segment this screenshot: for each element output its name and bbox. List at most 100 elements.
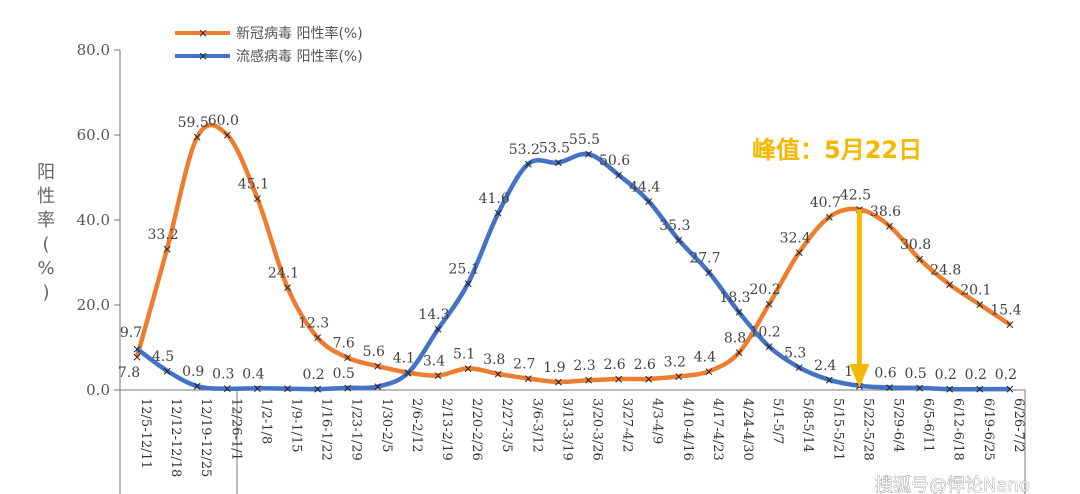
flu-data-label: 0.2 <box>302 367 324 383</box>
x-tick-label: 4/10-4/16 <box>680 398 695 461</box>
x-tick-label: 12/26-1/1 <box>228 398 243 461</box>
flu-data-label: 5.3 <box>784 345 806 361</box>
covid-point: × <box>884 219 894 233</box>
flu-point: × <box>132 342 142 356</box>
flu-point: × <box>162 364 172 378</box>
flu-point: × <box>614 168 624 182</box>
x-tick-label: 1/9-1/15 <box>289 398 304 453</box>
covid-point: × <box>252 191 262 205</box>
covid-point: × <box>553 375 563 389</box>
covid-data-label: 2.6 <box>603 357 625 373</box>
x-tick-label: 2/13-2/19 <box>439 398 454 461</box>
covid-data-label: 1.9 <box>543 360 565 376</box>
flu-point: × <box>1005 382 1015 396</box>
covid-data-label: 40.7 <box>810 195 841 211</box>
covid-data-label: 4.1 <box>393 351 415 367</box>
flu-data-label: 2.4 <box>814 358 836 374</box>
flu-data-label: 27.7 <box>689 250 720 266</box>
flu-point: × <box>915 381 925 395</box>
covid-data-label: 2.3 <box>573 358 595 374</box>
legend-label-flu: 流感病毒 阳性率(%) <box>236 48 363 65</box>
legend-marker-icon: × <box>198 26 208 40</box>
flu-point: × <box>764 340 774 354</box>
x-tick-label: 4/17-4/23 <box>710 398 725 461</box>
flu-point: × <box>583 147 593 161</box>
flu-point: × <box>794 360 804 374</box>
y-tick-label: 80.0 <box>77 41 110 59</box>
x-tick-label: 2/27-3/5 <box>499 398 514 453</box>
covid-point: × <box>192 130 202 144</box>
covid-point: × <box>794 245 804 259</box>
x-tick-label: 1/30-2/5 <box>379 398 394 453</box>
x-tick-label: 4/24-4/30 <box>740 398 755 461</box>
flu-data-label: 0.4 <box>242 366 264 382</box>
flu-data-label: 35.3 <box>659 218 690 234</box>
y-axis-title: 阳性率(%)阳性率(%) <box>37 162 55 303</box>
covid-point: × <box>975 298 985 312</box>
flu-point: × <box>945 382 955 396</box>
x-tick-label: 6/19-6/25 <box>981 398 996 461</box>
flu-point: × <box>433 322 443 336</box>
flu-point: × <box>403 366 413 380</box>
legend-label-covid: 新冠病毒 阳性率(%) <box>236 25 363 42</box>
flu-data-label: 0.3 <box>212 367 234 383</box>
x-tick-label: 6/12-6/18 <box>951 398 966 461</box>
covid-data-label: 24.1 <box>268 266 299 282</box>
x-tick-label: 3/6-3/12 <box>529 398 544 453</box>
covid-point: × <box>523 372 533 386</box>
y-axis-title-char: ( <box>42 234 49 255</box>
covid-point: × <box>945 278 955 292</box>
y-axis-title-char: 阳 <box>37 162 55 183</box>
flu-point: × <box>523 157 533 171</box>
x-tick-label: 1/16-1/22 <box>319 398 334 461</box>
y-tick-label: 60.0 <box>77 126 110 144</box>
covid-data-label: 8.8 <box>724 331 746 347</box>
flu-data-label: 0.5 <box>333 366 355 382</box>
covid-data-label: 5.6 <box>363 344 385 360</box>
x-tick-label: 3/20-3/26 <box>590 398 605 461</box>
covid-data-label: 12.3 <box>298 316 329 332</box>
flu-point: × <box>824 373 834 387</box>
flu-point: × <box>222 382 232 396</box>
covid-data-label: 20.1 <box>960 283 991 299</box>
covid-point: × <box>493 367 503 381</box>
covid-point: × <box>764 297 774 311</box>
flu-data-label: 0.9 <box>182 364 204 380</box>
covid-point: × <box>162 242 172 256</box>
flu-point: × <box>493 206 503 220</box>
covid-point: × <box>433 369 443 383</box>
flu-data-label: 0.2 <box>995 367 1017 383</box>
flu-point: × <box>884 380 894 394</box>
covid-point: × <box>915 252 925 266</box>
flu-point: × <box>704 265 714 279</box>
flu-point: × <box>463 276 473 290</box>
covid-data-label: 24.8 <box>930 263 961 279</box>
covid-data-label: 5.1 <box>453 346 475 362</box>
x-tick-label: 5/8-5/14 <box>800 398 815 453</box>
x-tick-label: 5/22-5/28 <box>860 398 875 461</box>
covid-data-label: 20.2 <box>750 282 781 298</box>
x-tick-label: 5/1-5/7 <box>770 398 785 444</box>
covid-data-label: 42.5 <box>840 187 871 203</box>
flu-point: × <box>252 381 262 395</box>
covid-data-label: 33.2 <box>148 227 179 243</box>
covid-data-label: 38.6 <box>870 204 901 220</box>
y-axis-title-char: 率 <box>37 210 55 231</box>
covid-data-label: 32.4 <box>780 230 811 246</box>
covid-point: × <box>704 364 714 378</box>
x-tick-label: 5/15-5/21 <box>830 398 845 461</box>
flu-data-label: 0.2 <box>965 367 987 383</box>
covid-data-label: 30.8 <box>900 237 931 253</box>
x-tick-label: 3/27-4/2 <box>620 398 635 453</box>
covid-data-label: 2.7 <box>513 357 535 373</box>
covid-data-label: 2.6 <box>634 357 656 373</box>
flu-point: × <box>343 381 353 395</box>
flu-point: × <box>373 380 383 394</box>
y-tick-label: 20.0 <box>77 296 110 314</box>
x-tick-label: 6/26-7/2 <box>1011 398 1026 453</box>
covid-data-label: 3.4 <box>423 354 445 370</box>
x-tick-label: 1/23-1/29 <box>349 398 364 461</box>
flu-data-label: 50.6 <box>599 153 630 169</box>
peak-annotation: 峰值：5月22日 <box>752 136 922 164</box>
